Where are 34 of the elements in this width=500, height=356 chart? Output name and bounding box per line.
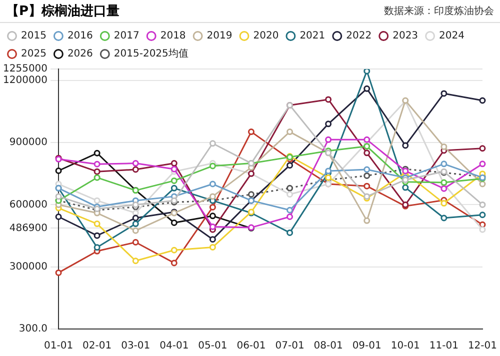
x-tick-label: 12-01 <box>468 340 497 352</box>
source-note: 数据来源：印度炼油协会 <box>384 4 494 18</box>
y-tick-label: 600000 <box>9 199 48 210</box>
y-tick-label: 1255000 <box>2 64 48 75</box>
x-tick-label: 02-01 <box>82 340 112 352</box>
y-tick-label: 300.0 <box>18 324 48 335</box>
x-tick-label: 04-01 <box>160 340 189 352</box>
legend-label: 2022 <box>346 30 372 42</box>
x-tick-label: 11-01 <box>429 340 458 352</box>
legend-label: 2024 <box>439 30 464 42</box>
legend-label: 2023 <box>392 30 418 42</box>
y-tick-label: 900000 <box>9 137 48 148</box>
x-tick-label: 07-01 <box>275 340 304 352</box>
legend-label: 2025 <box>21 48 46 60</box>
y-tick-label: 1200000 <box>2 74 48 86</box>
x-tick-label: 06-01 <box>236 340 266 352</box>
chart-title: 【P】棕榈油进口量 <box>6 2 120 20</box>
legend-label: 2020 <box>253 30 279 42</box>
x-tick-label: 09-01 <box>352 340 382 352</box>
x-tick-label: 08-01 <box>314 340 343 352</box>
legend-label: 2015-2025均值 <box>114 48 188 60</box>
legend-label: 2016 <box>67 30 93 42</box>
legend-label: 2015 <box>21 30 46 42</box>
legend-label: 2026 <box>67 48 93 60</box>
x-tick-label: 03-01 <box>121 340 150 352</box>
x-tick-label: 10-01 <box>390 340 420 352</box>
y-tick-label: 486900 <box>9 222 48 234</box>
legend-label: 2017 <box>114 30 140 42</box>
legend-label: 2021 <box>300 30 326 42</box>
x-tick-label: 01-01 <box>44 340 74 352</box>
legend-label: 2019 <box>206 30 232 42</box>
x-tick-label: 05-01 <box>198 340 228 352</box>
legend-label: 2018 <box>160 30 186 42</box>
y-tick-label: 300000 <box>9 261 48 272</box>
